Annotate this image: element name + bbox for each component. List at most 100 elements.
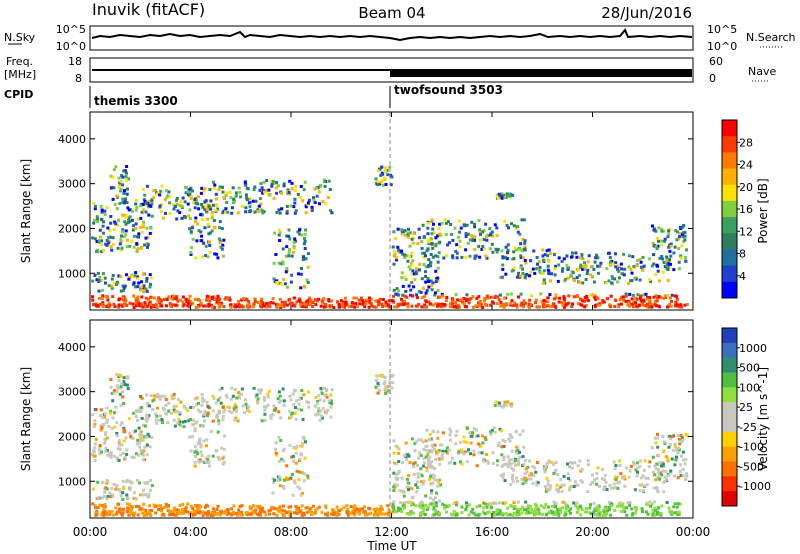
radar-cell bbox=[294, 461, 298, 465]
radar-cell bbox=[392, 230, 396, 234]
radar-cell bbox=[602, 510, 606, 514]
radar-cell bbox=[414, 440, 418, 444]
radar-cell bbox=[424, 280, 428, 284]
radar-cell bbox=[193, 427, 197, 431]
radar-cell bbox=[406, 305, 410, 309]
radar-cell bbox=[101, 294, 105, 298]
radar-cell bbox=[294, 505, 298, 509]
radar-cell bbox=[125, 502, 129, 506]
radar-cell bbox=[628, 503, 631, 507]
radar-cell bbox=[446, 504, 449, 508]
radar-cell bbox=[367, 296, 371, 300]
radar-cell bbox=[434, 501, 438, 505]
radar-cell bbox=[415, 304, 419, 308]
radar-cell bbox=[679, 463, 683, 467]
radar-cell bbox=[91, 487, 95, 491]
radar-cell bbox=[298, 457, 302, 461]
radar-cell bbox=[403, 229, 407, 233]
radar-cell bbox=[272, 404, 276, 408]
radar-cell bbox=[500, 445, 504, 449]
radar-cell bbox=[161, 421, 165, 424]
radar-cell bbox=[99, 235, 102, 239]
radar-cell bbox=[214, 208, 218, 212]
radar-cell bbox=[660, 255, 664, 258]
radar-cell bbox=[149, 204, 153, 208]
radar-cell bbox=[199, 302, 203, 305]
radar-cell bbox=[298, 397, 302, 401]
radar-cell bbox=[145, 277, 149, 280]
radar-cell bbox=[200, 403, 204, 407]
radar-cell bbox=[407, 473, 411, 477]
radar-cell bbox=[626, 501, 630, 505]
radar-cell bbox=[633, 488, 637, 492]
radar-cell bbox=[100, 210, 104, 214]
radar-cell bbox=[199, 442, 203, 446]
radar-cell bbox=[656, 510, 659, 514]
radar-cell bbox=[217, 188, 221, 192]
radar-cell bbox=[234, 416, 238, 420]
radar-cell bbox=[501, 405, 505, 409]
radar-cell bbox=[261, 211, 265, 215]
radar-cell bbox=[221, 243, 225, 247]
radar-cell bbox=[282, 182, 286, 186]
radar-cell bbox=[541, 254, 545, 258]
radar-cell bbox=[421, 482, 425, 486]
radar-cell bbox=[113, 425, 117, 429]
radar-cell bbox=[515, 305, 519, 309]
radar-cell bbox=[648, 299, 652, 303]
radar-cell bbox=[632, 462, 636, 466]
radar-cell bbox=[554, 296, 558, 300]
radar-cell bbox=[267, 303, 271, 307]
radar-cell bbox=[192, 423, 195, 427]
radar-cell bbox=[215, 252, 219, 256]
radar-cell bbox=[213, 183, 217, 187]
radar-cell bbox=[574, 504, 578, 508]
radar-cell bbox=[484, 222, 488, 226]
radar-cell bbox=[514, 463, 518, 467]
radar-cell bbox=[297, 402, 301, 406]
radar-cell bbox=[168, 302, 172, 306]
radar-cell bbox=[462, 452, 466, 456]
radar-cell bbox=[548, 486, 552, 490]
radar-cell bbox=[634, 304, 638, 308]
radar-cell bbox=[306, 201, 310, 205]
radar-cell bbox=[424, 305, 428, 309]
radar-cell bbox=[145, 414, 149, 417]
radar-cell bbox=[155, 421, 159, 425]
radar-cell bbox=[451, 256, 455, 260]
radar-cell bbox=[211, 203, 215, 207]
radar-cell bbox=[160, 304, 164, 308]
radar-cell bbox=[100, 513, 104, 517]
radar-cell bbox=[657, 279, 661, 283]
power-colorbar-swatch bbox=[722, 152, 737, 170]
radar-cell bbox=[103, 510, 107, 514]
radar-cell bbox=[570, 466, 574, 470]
radar-cell bbox=[392, 485, 396, 489]
radar-cell bbox=[290, 254, 294, 258]
radar-cell bbox=[416, 475, 420, 479]
radar-cell bbox=[482, 247, 486, 251]
radar-cell bbox=[683, 238, 687, 242]
radar-cell bbox=[480, 247, 484, 251]
radar-cell bbox=[201, 218, 205, 222]
radar-cell bbox=[248, 512, 251, 516]
radar-cell bbox=[327, 299, 331, 303]
radar-cell bbox=[664, 260, 668, 264]
radar-cell bbox=[545, 249, 549, 253]
radar-cell bbox=[667, 245, 671, 249]
radar-cell bbox=[596, 271, 600, 275]
radar-cell bbox=[219, 401, 223, 405]
radar-cell bbox=[511, 304, 515, 308]
radar-cell bbox=[387, 508, 391, 512]
radar-cell bbox=[210, 305, 214, 309]
radar-cell bbox=[664, 294, 668, 298]
radar-cell bbox=[260, 297, 264, 301]
radar-cell bbox=[445, 510, 448, 514]
radar-cell bbox=[661, 270, 665, 274]
radar-cell bbox=[483, 436, 487, 440]
radar-cell bbox=[465, 297, 469, 301]
radar-cell bbox=[632, 304, 636, 308]
radar-cell bbox=[548, 293, 552, 297]
radar-cell bbox=[538, 260, 541, 264]
radar-cell bbox=[276, 475, 280, 479]
